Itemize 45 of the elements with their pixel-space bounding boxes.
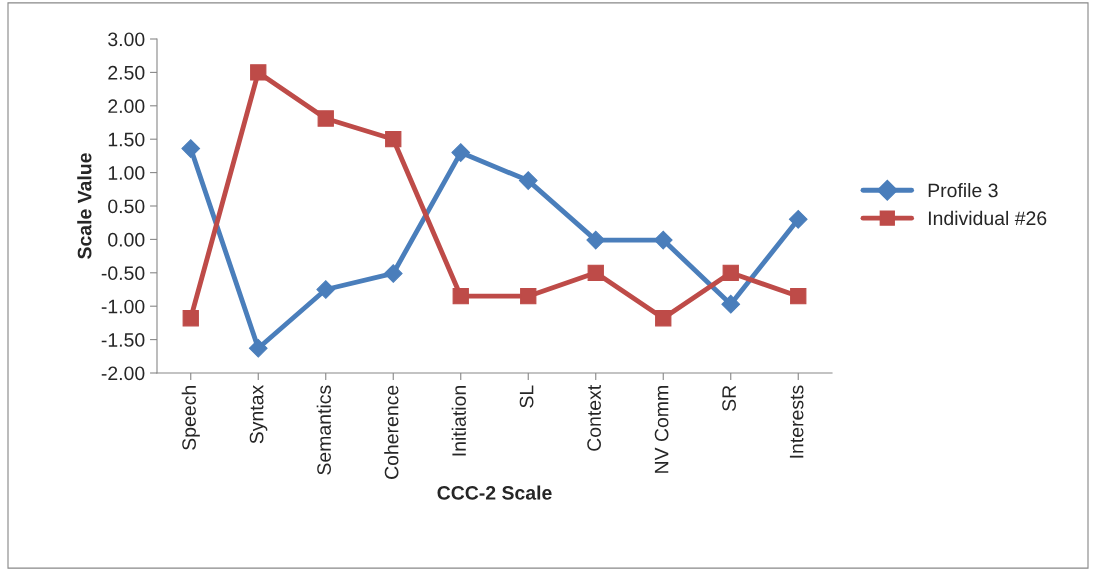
y-tick-label: -0.50 [101, 266, 145, 281]
x-tick-label: SR [722, 385, 736, 411]
point [383, 264, 403, 283]
point [452, 288, 469, 305]
point [317, 110, 334, 127]
point [451, 143, 471, 162]
point [788, 210, 808, 229]
y-tick-label: 0.50 [108, 199, 145, 214]
point [248, 338, 268, 358]
point [653, 230, 673, 250]
point [790, 288, 807, 305]
y-tick-label: 3.00 [108, 32, 145, 47]
legend-label: Profile 3 [928, 183, 998, 198]
point [586, 230, 606, 250]
y-tick-label: 2.50 [108, 65, 145, 80]
y-axis-title: Scale Value [77, 153, 92, 259]
y-tick-label: 0.00 [108, 232, 145, 247]
point [722, 264, 739, 281]
y-tick-label: 1.00 [108, 166, 145, 180]
point [250, 64, 267, 81]
legend-label: Individual #26 [928, 210, 1047, 226]
x-tick-label: Semantics [316, 385, 331, 475]
x-tick-label: NV Comm [654, 386, 669, 473]
point [385, 131, 402, 148]
y-tick-label: -2.00 [101, 366, 145, 381]
x-tick-label: Coherence [384, 385, 399, 479]
x-axis-title: CCC-2 Scale [437, 485, 552, 500]
y-tick-label: -1.50 [101, 333, 145, 347]
point [316, 280, 336, 299]
point [520, 288, 537, 305]
y-tick-label: 2.00 [108, 99, 145, 114]
point [655, 310, 672, 327]
point [587, 264, 604, 281]
point [518, 171, 538, 190]
x-tick-label: Speech [181, 386, 200, 450]
point [181, 139, 201, 158]
point [721, 294, 741, 314]
y-tick-label: -1.00 [101, 299, 145, 314]
x-tick-label: Initiation [451, 386, 466, 456]
y-tick-label: 1.50 [108, 132, 145, 147]
point [182, 310, 199, 327]
x-tick-label: Context [587, 384, 601, 451]
x-tick-label: SL [519, 385, 534, 408]
x-tick-label: Interests [789, 385, 804, 458]
x-tick-label: Syntax [249, 385, 268, 444]
